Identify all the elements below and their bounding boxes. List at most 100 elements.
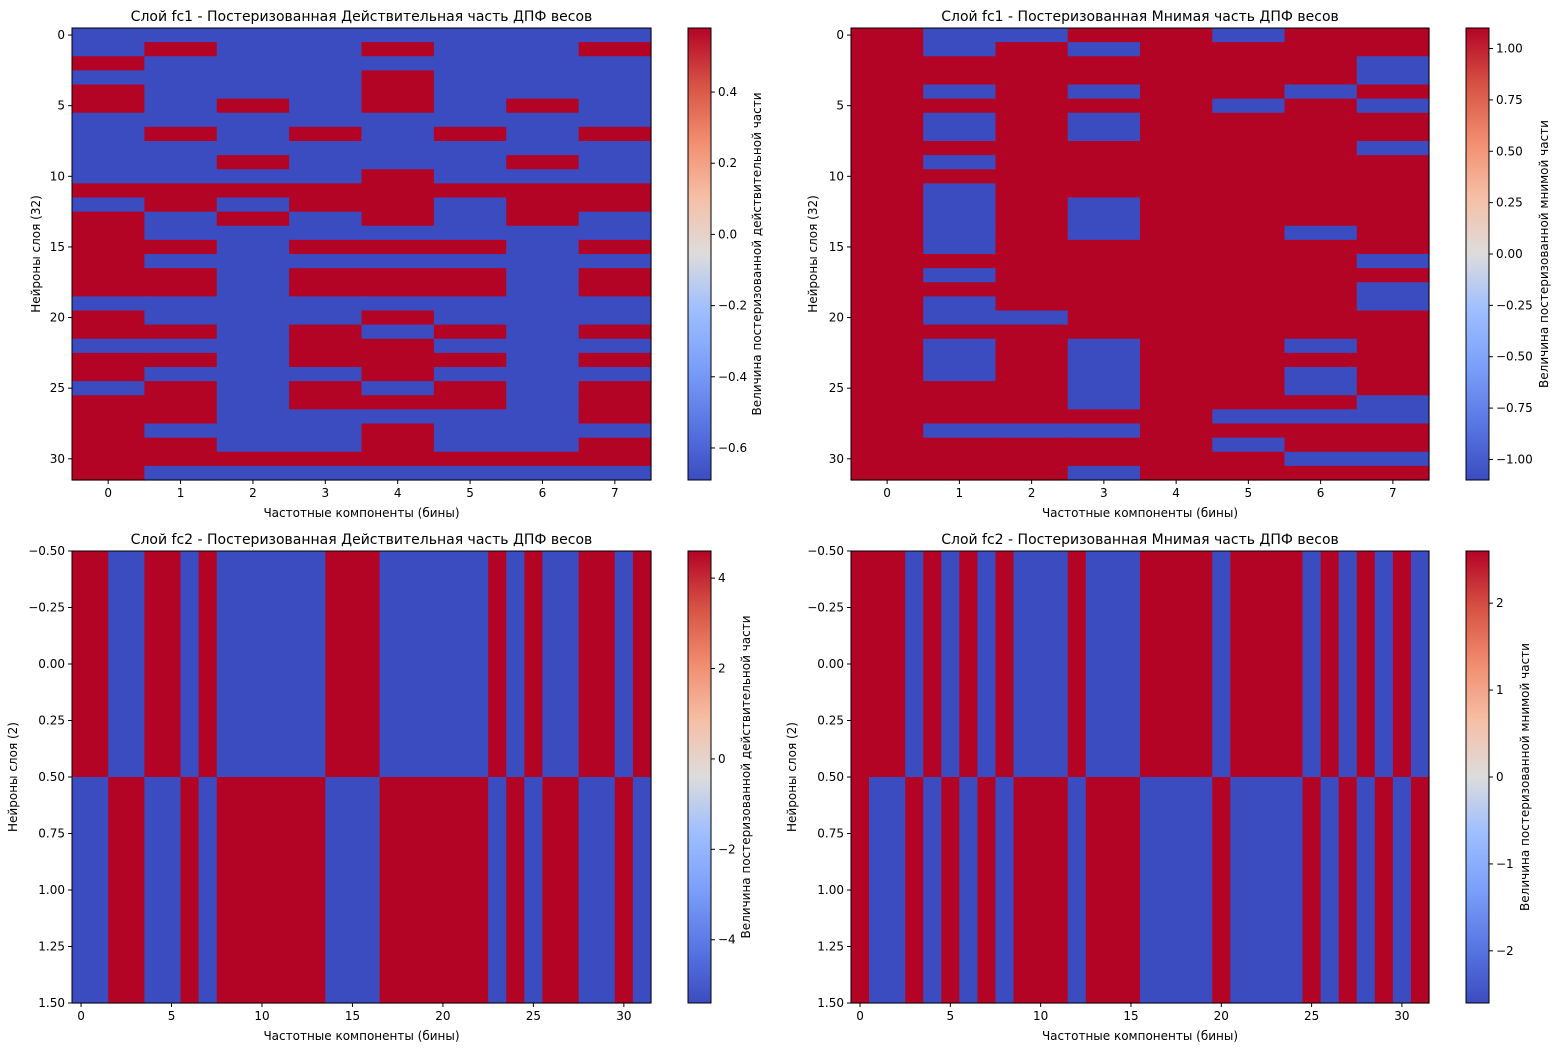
y-tick-label: 0 <box>57 28 65 42</box>
heatmap-cell <box>506 367 580 382</box>
heatmap-cell <box>995 254 1069 269</box>
heatmap-cell <box>216 296 290 312</box>
heatmap-cell <box>216 225 290 241</box>
heatmap-cell <box>578 310 652 326</box>
heatmap-cell <box>578 437 652 453</box>
heatmap-cell <box>1410 551 1430 778</box>
heatmap-cell <box>1356 169 1430 184</box>
heatmap-cell <box>72 197 145 213</box>
heatmap-cell <box>72 381 145 396</box>
heatmap-cell <box>995 126 1069 142</box>
heatmap-cell <box>361 169 435 184</box>
heatmap-cell <box>923 211 997 227</box>
colorbar-tick-label: 0.0 <box>718 227 737 241</box>
heatmap-cells <box>851 551 1430 1004</box>
heatmap-cell <box>1067 296 1141 312</box>
heatmap-cell <box>1085 551 1105 778</box>
heatmap-cell <box>144 352 218 368</box>
y-tick-label: 1.25 <box>38 940 65 954</box>
heatmap-cell <box>851 465 924 481</box>
colorbar-tick-label: 4 <box>718 571 726 585</box>
heatmap-cell <box>1067 42 1141 57</box>
heatmap-cell <box>216 367 290 382</box>
heatmap-cell <box>72 282 145 297</box>
heatmap-cell <box>361 239 435 255</box>
heatmap-cell <box>995 777 1015 1004</box>
heatmap-cell <box>851 367 924 382</box>
heatmap-cell <box>379 777 399 1004</box>
heatmap-cell <box>923 183 997 199</box>
heatmap-cell <box>216 352 290 368</box>
heatmap-cell <box>923 338 997 354</box>
heatmap-cell <box>1212 84 1286 100</box>
heatmap-cell <box>1284 141 1358 156</box>
heatmap-cell <box>959 551 979 778</box>
heatmap-cell <box>506 423 580 439</box>
heatmap-cell <box>1338 777 1358 1004</box>
heatmap-cell <box>1284 183 1358 199</box>
heatmap-cell <box>289 268 363 283</box>
heatmap-cell <box>72 84 145 100</box>
x-axis-label: Частотные компоненты (бины) <box>1042 1029 1238 1043</box>
panel-fc2-imag: Слой fc2 - Постеризованная Мнимая часть … <box>785 532 1532 1043</box>
heatmap-cell <box>216 239 290 255</box>
heatmap-cell <box>905 551 924 778</box>
heatmap-cell <box>506 268 580 283</box>
heatmap-cell <box>851 324 924 340</box>
y-ticks: −0.50 −0.25 0.00 0.25 0.50 0.75 1.00 1.25 1.50 <box>807 544 851 1010</box>
heatmap-cell <box>361 197 435 213</box>
x-tick-label: 10 <box>1033 1009 1048 1023</box>
x-tick-label: 25 <box>1304 1009 1319 1023</box>
colorbar-ticks: 0.4 0.2 0.0 −0.2 −0.4 −0.6 <box>711 85 747 455</box>
heatmap-cell <box>1140 183 1213 199</box>
heatmap-cell <box>433 338 507 354</box>
y-tick-label: 15 <box>50 240 65 254</box>
heatmap-cell <box>72 112 145 128</box>
heatmap-cell <box>578 112 652 128</box>
heatmap-cell <box>1140 225 1213 241</box>
heatmap-cell <box>887 551 906 778</box>
colorbar-tick-label: −1 <box>1496 857 1514 871</box>
heatmap-cell <box>506 352 580 368</box>
heatmap-cell <box>1284 254 1358 269</box>
heatmap-cell <box>144 409 218 425</box>
x-tick-label: 7 <box>611 486 619 500</box>
heatmap-cell <box>995 42 1069 57</box>
heatmap-cell <box>1356 28 1430 43</box>
heatmap-cell <box>216 42 290 57</box>
heatmap-cell <box>1140 310 1213 326</box>
heatmap-cell <box>234 551 254 778</box>
heatmap-cell <box>72 465 145 481</box>
heatmap-cell <box>1302 551 1322 778</box>
heatmap-cell <box>72 126 145 142</box>
heatmap-cell <box>506 551 525 778</box>
heatmap-cell <box>506 112 580 128</box>
heatmap-cell <box>144 42 218 57</box>
heatmap-cell <box>923 141 997 156</box>
y-tick-label: 0.75 <box>817 827 844 841</box>
heatmap-cell <box>126 551 145 778</box>
heatmap-cell <box>433 423 507 439</box>
heatmap-cell <box>1158 551 1177 778</box>
heatmap-cell <box>851 338 924 354</box>
heatmap-cell <box>1356 395 1430 410</box>
heatmap-cell <box>72 155 145 170</box>
heatmap-cell <box>1212 409 1286 425</box>
chart-title: Слой fc1 - Постеризованная Мнимая часть … <box>941 9 1339 25</box>
heatmap-cell <box>72 169 145 184</box>
y-axis-label: Нейроны слоя (32) <box>29 195 43 313</box>
heatmap-cell <box>144 28 218 43</box>
heatmap-cell <box>923 367 997 382</box>
heatmap-cell <box>1356 225 1430 241</box>
colorbar-tick-label: 0.2 <box>718 156 737 170</box>
heatmap-cell <box>1067 239 1141 255</box>
y-tick-label: 5 <box>836 99 844 113</box>
heatmap-cell <box>1140 56 1213 71</box>
heatmap-cell <box>1356 42 1430 57</box>
heatmap-cell <box>851 437 924 453</box>
heatmap-cell <box>144 777 164 1004</box>
heatmap-cell <box>923 551 942 778</box>
heatmap-cell <box>923 268 997 283</box>
heatmap-cell <box>144 254 218 269</box>
heatmap-cell <box>941 551 960 778</box>
